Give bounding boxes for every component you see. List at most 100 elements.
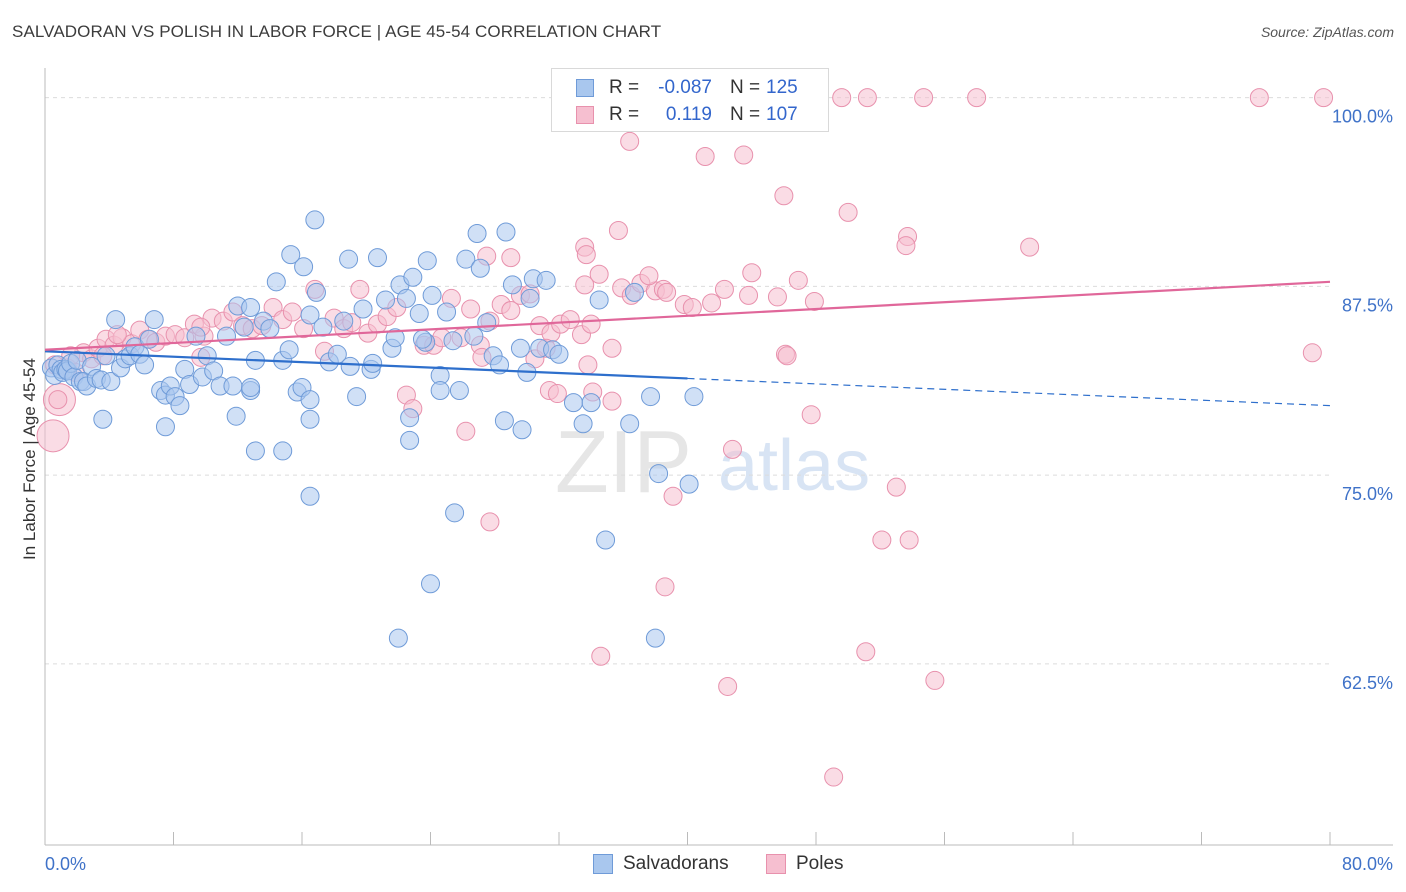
poles-point: [695, 147, 715, 167]
legend-r-label: R =: [609, 104, 640, 125]
salvadorans-trend-extension: [687, 377, 1331, 407]
salvadorans-point: [388, 628, 408, 648]
legend-swatch-blue: [576, 79, 594, 97]
salvadorans-point: [641, 387, 661, 407]
salvadorans-point: [300, 486, 320, 506]
correlation-legend: R = -0.087 N = 125 R = 0.119 N = 107: [551, 68, 829, 132]
salvadorans-point: [581, 393, 601, 413]
legend-swatch-pink: [576, 106, 594, 124]
axes: [44, 68, 1393, 846]
salvadorans-point: [155, 417, 175, 437]
salvadorans-point: [422, 285, 442, 305]
salvadorans-point: [260, 319, 280, 339]
poles-point: [742, 263, 762, 283]
poles-point: [602, 338, 622, 358]
salvadorans-trend-line: [44, 350, 688, 380]
poles-point: [872, 530, 892, 550]
poles-point: [702, 293, 722, 313]
poles-point: [602, 391, 622, 411]
salvadorans-point: [306, 282, 326, 302]
x-tick-label: 0.0%: [45, 854, 86, 874]
salvadorans-point: [353, 299, 373, 319]
salvadorans-point: [596, 530, 616, 550]
poles-point: [655, 577, 675, 597]
poles-point: [718, 676, 738, 696]
series-legend: Salvadorans Poles: [0, 852, 1406, 878]
poles-point: [639, 266, 659, 286]
poles-point: [480, 512, 500, 532]
poles-point: [739, 285, 759, 305]
salvadorans-point: [396, 288, 416, 308]
y-tick-label: 62.5%: [1342, 673, 1393, 693]
salvadorans-point: [421, 574, 440, 594]
salvadorans-point: [281, 245, 301, 265]
salvadorans-point: [367, 248, 387, 268]
salvadorans-label: Salvadorans: [623, 853, 729, 874]
poles-point: [589, 264, 609, 284]
poles-point: [578, 355, 598, 375]
salvadorans-point: [241, 297, 261, 317]
salvadorans-point: [376, 290, 396, 310]
salvadorans-point: [266, 272, 286, 292]
salvadorans-point: [645, 628, 665, 648]
salvadorans-point: [412, 329, 432, 349]
poles-point: [282, 302, 302, 322]
source-label: Source: ZipAtlas.com: [1260, 24, 1394, 40]
poles-point: [967, 88, 987, 108]
salvadorans-point: [470, 258, 490, 278]
poles-point: [657, 282, 677, 302]
legend-row-poles: R = 0.119 N = 107: [552, 102, 828, 128]
salvadorans-point: [449, 381, 469, 401]
poles-point: [1302, 343, 1322, 363]
salvadorans-point: [305, 210, 325, 230]
salvadorans-point: [456, 249, 476, 269]
salvadorans-point: [363, 353, 383, 373]
poles-point: [576, 245, 596, 265]
poles-point: [896, 236, 916, 256]
salvadorans-point: [226, 406, 246, 426]
salvadorans-point: [279, 340, 299, 360]
salvadorans-point: [443, 331, 463, 351]
poles-point: [767, 287, 787, 307]
poles-point: [838, 202, 858, 222]
salvadorans-point: [477, 313, 497, 333]
salvadorans-point: [467, 224, 487, 244]
salvadorans-point: [464, 326, 484, 346]
poles-point: [682, 297, 702, 317]
salvadorans-point: [144, 310, 164, 330]
y-tick-label: 75.0%: [1342, 484, 1393, 504]
poles-point: [714, 279, 734, 299]
poles-point: [914, 88, 934, 108]
poles-point: [501, 301, 521, 321]
salvadorans-point: [563, 393, 583, 413]
y-tick-label: 87.5%: [1342, 295, 1393, 315]
salvadorans-point: [549, 344, 569, 364]
salvadorans-point: [400, 408, 420, 428]
poles-point: [591, 646, 611, 666]
legend-n-value: 125: [766, 77, 798, 98]
salvadorans-point: [445, 503, 465, 523]
salvadorans-point: [403, 267, 423, 287]
poles-point: [857, 88, 877, 108]
tick-labels: 100.0% 87.5% 75.0% 62.5% 0.0% 80.0%: [45, 107, 1393, 874]
poles-point: [925, 670, 945, 690]
watermark: ZIP atlas: [555, 412, 870, 511]
salvadorans-point: [106, 310, 126, 330]
poles-point: [456, 421, 476, 441]
salvadorans-point: [340, 356, 360, 376]
poles-point: [774, 186, 794, 206]
salvadorans-point: [502, 275, 522, 295]
salvadorans-point: [347, 387, 367, 407]
poles-point: [856, 642, 876, 662]
poles-point: [886, 477, 906, 497]
poles-point: [1314, 88, 1334, 108]
poles-point: [560, 310, 580, 330]
poles-point: [1249, 88, 1269, 108]
salvadorans-point: [430, 381, 450, 401]
legend-n-value: 107: [766, 104, 798, 125]
poles-point: [777, 346, 797, 366]
salvadorans-point: [313, 317, 333, 337]
salvadorans-point: [334, 311, 354, 331]
